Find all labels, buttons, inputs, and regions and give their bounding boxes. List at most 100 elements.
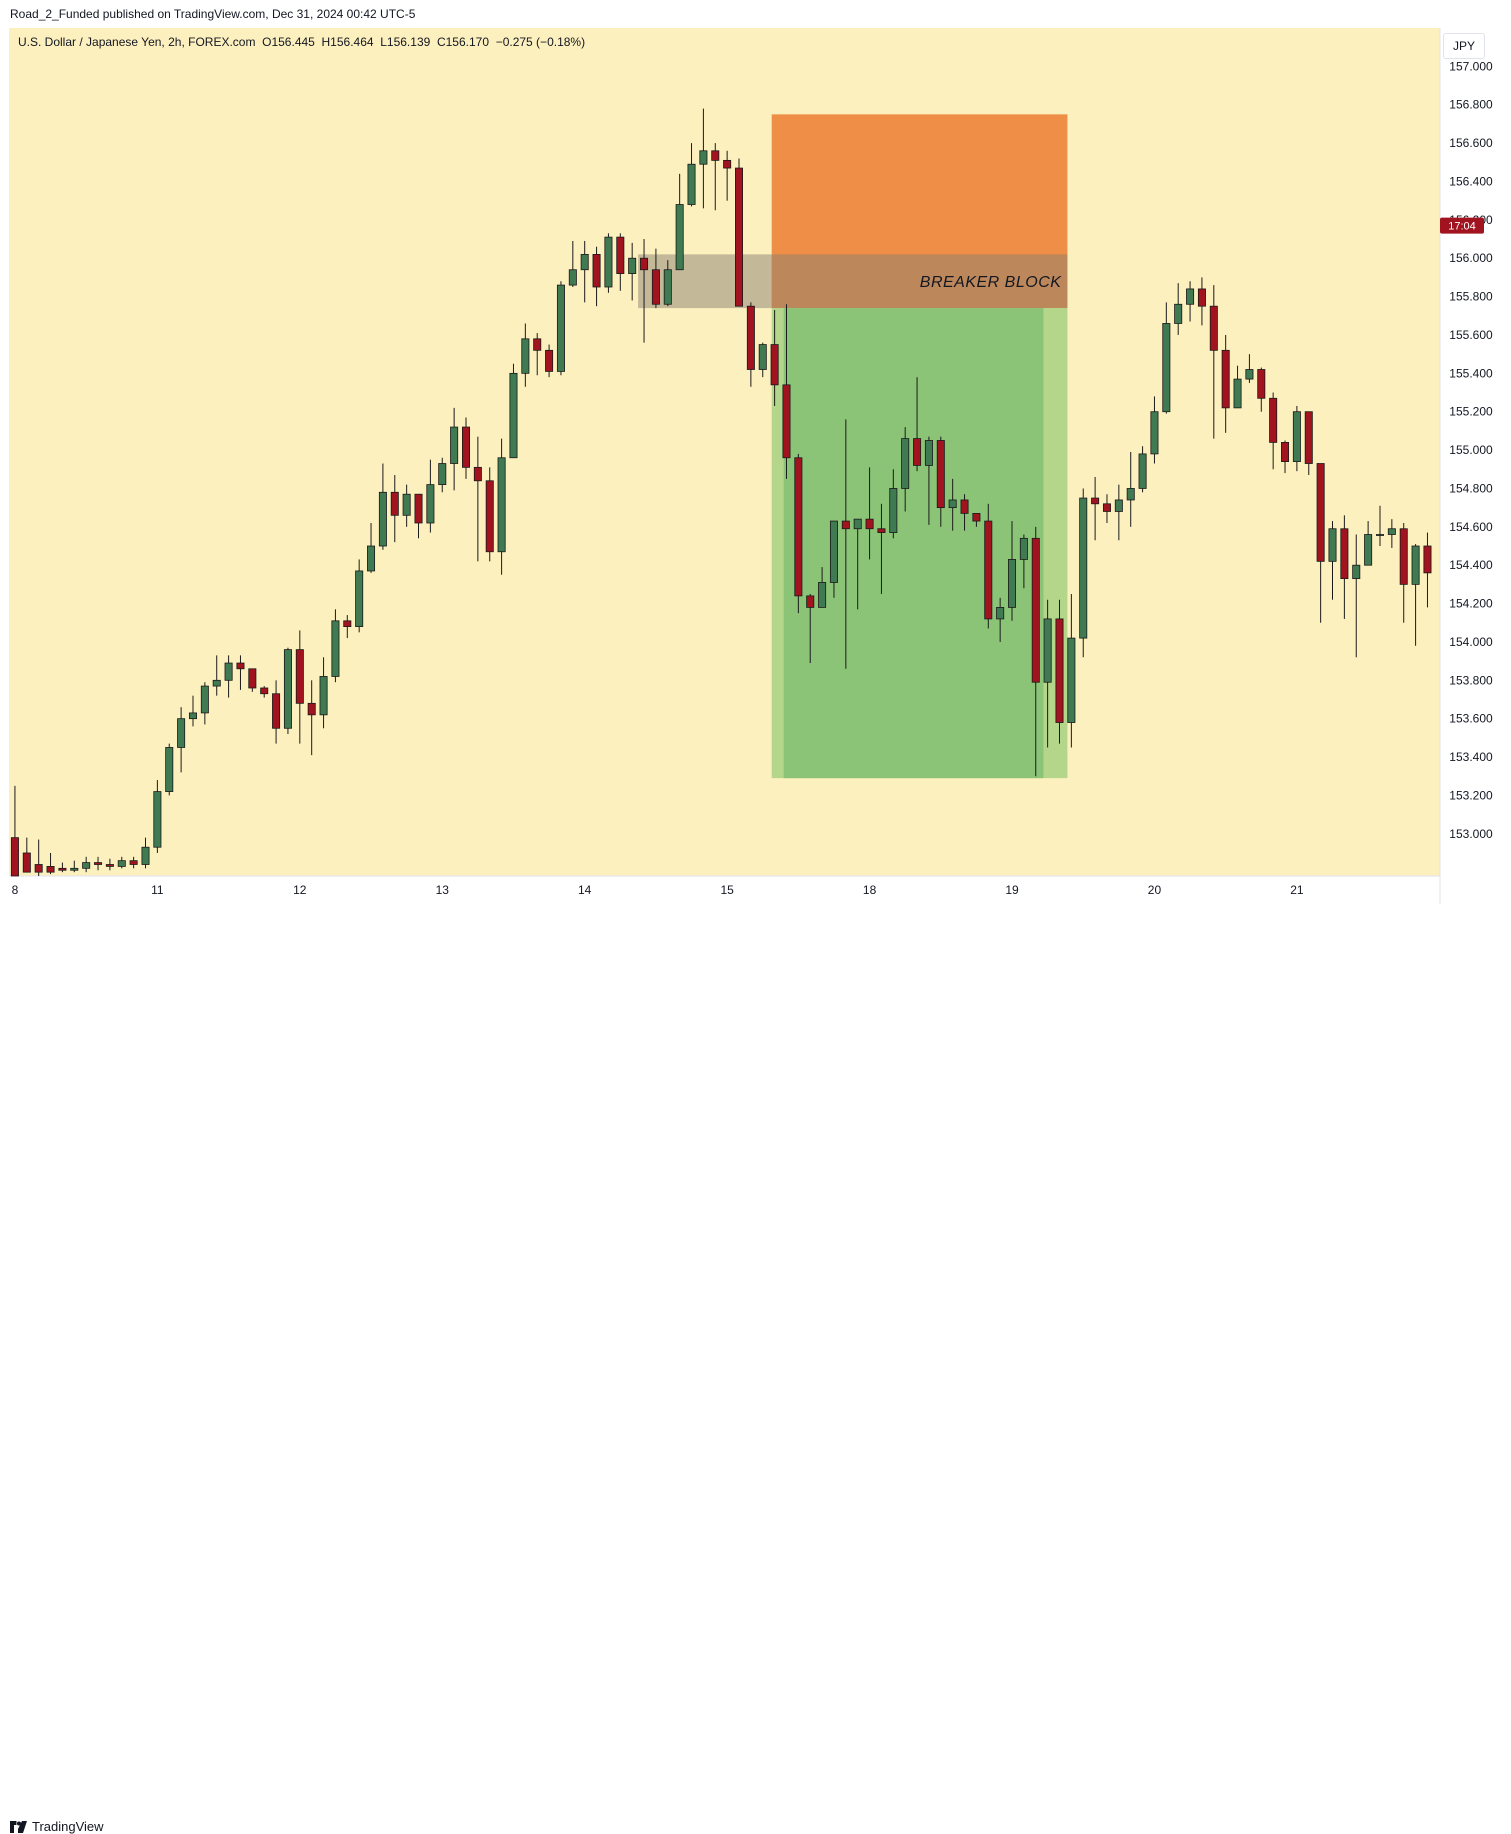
candle[interactable]	[153, 780, 162, 853]
candle[interactable]	[592, 246, 601, 307]
candle[interactable]	[1114, 484, 1123, 541]
candle[interactable]	[1067, 593, 1076, 748]
candle[interactable]	[1043, 599, 1052, 748]
candle[interactable]	[1019, 534, 1028, 589]
candle[interactable]	[984, 503, 993, 629]
candle[interactable]	[58, 862, 67, 873]
candle[interactable]	[117, 856, 126, 869]
candle[interactable]	[378, 463, 387, 550]
candle[interactable]	[913, 377, 922, 472]
candle[interactable]	[1281, 440, 1290, 474]
candle[interactable]	[758, 342, 767, 378]
candle[interactable]	[1292, 405, 1301, 472]
candle[interactable]	[746, 302, 755, 387]
candle[interactable]	[782, 304, 791, 479]
candle[interactable]	[960, 494, 969, 531]
candle[interactable]	[1008, 521, 1017, 621]
candle[interactable]	[200, 682, 209, 725]
candle[interactable]	[877, 503, 886, 594]
candle[interactable]	[94, 856, 103, 871]
candle[interactable]	[770, 310, 779, 406]
candle[interactable]	[212, 655, 221, 696]
candle[interactable]	[889, 469, 898, 539]
candle[interactable]	[165, 743, 174, 796]
candlestick-chart[interactable]: BREAKER BLOCK 157.000 156.800 156.600 156.4…	[9, 28, 1502, 904]
candle[interactable]	[568, 240, 577, 288]
candle[interactable]	[34, 839, 43, 876]
candle[interactable]	[545, 344, 554, 378]
candle[interactable]	[426, 459, 435, 533]
candle[interactable]	[355, 559, 364, 633]
candle[interactable]	[82, 856, 91, 873]
candle[interactable]	[663, 260, 672, 307]
candle[interactable]	[901, 427, 910, 512]
candle[interactable]	[1186, 281, 1195, 322]
candle[interactable]	[829, 520, 838, 598]
candle[interactable]	[1399, 522, 1408, 623]
candle[interactable]	[735, 158, 744, 307]
candle[interactable]	[1197, 277, 1206, 326]
candle[interactable]	[1245, 354, 1254, 383]
candle[interactable]	[10, 785, 19, 877]
candle[interactable]	[1352, 534, 1361, 658]
candle[interactable]	[1233, 365, 1242, 409]
candle[interactable]	[1174, 283, 1183, 335]
candle[interactable]	[1316, 463, 1325, 623]
candle[interactable]	[283, 647, 292, 735]
candle[interactable]	[580, 240, 589, 303]
tradingview-logo[interactable]: TradingView	[10, 1819, 104, 1834]
candle[interactable]	[236, 655, 245, 690]
candle[interactable]	[723, 150, 732, 201]
candle[interactable]	[948, 478, 957, 531]
candle[interactable]	[841, 419, 850, 669]
candle[interactable]	[651, 248, 660, 309]
candle[interactable]	[70, 860, 79, 873]
candle[interactable]	[604, 233, 613, 293]
candle[interactable]	[105, 858, 114, 871]
candle[interactable]	[533, 333, 542, 376]
candle[interactable]	[22, 837, 31, 873]
candle[interactable]	[556, 281, 565, 376]
target-zone[interactable]	[783, 308, 1044, 779]
candle[interactable]	[794, 453, 803, 614]
candle[interactable]	[853, 518, 862, 610]
candle[interactable]	[616, 233, 625, 291]
candle[interactable]	[521, 323, 530, 387]
candle[interactable]	[1411, 544, 1420, 646]
candle[interactable]	[924, 436, 933, 525]
candle[interactable]	[1269, 392, 1278, 470]
candle[interactable]	[272, 680, 281, 744]
candle[interactable]	[260, 686, 269, 698]
candle[interactable]	[1209, 285, 1218, 439]
candle[interactable]	[1304, 411, 1313, 476]
candle[interactable]	[307, 680, 316, 756]
candle[interactable]	[295, 630, 304, 744]
candle[interactable]	[1055, 599, 1064, 744]
candle[interactable]	[1328, 521, 1337, 600]
candle[interactable]	[129, 856, 138, 869]
candle[interactable]	[414, 493, 423, 539]
candle[interactable]	[1150, 396, 1159, 464]
candle[interactable]	[497, 438, 506, 575]
candle[interactable]	[1091, 476, 1100, 541]
candle[interactable]	[687, 143, 696, 207]
breaker-block-zone[interactable]	[638, 254, 1068, 309]
candle[interactable]	[450, 407, 459, 491]
candle[interactable]	[46, 852, 55, 875]
candle[interactable]	[473, 436, 482, 562]
candle[interactable]	[1162, 302, 1171, 414]
candle[interactable]	[972, 512, 981, 527]
candle[interactable]	[628, 242, 637, 301]
candle[interactable]	[331, 609, 340, 683]
candle[interactable]	[996, 597, 1005, 642]
candle[interactable]	[1126, 452, 1135, 527]
candle[interactable]	[319, 657, 328, 729]
candle[interactable]	[865, 467, 874, 560]
candle[interactable]	[1375, 505, 1384, 547]
candle[interactable]	[1031, 526, 1040, 777]
candle[interactable]	[640, 239, 649, 343]
candle[interactable]	[1079, 488, 1088, 658]
candle[interactable]	[438, 457, 447, 493]
candle[interactable]	[675, 173, 684, 271]
candle[interactable]	[936, 436, 945, 527]
